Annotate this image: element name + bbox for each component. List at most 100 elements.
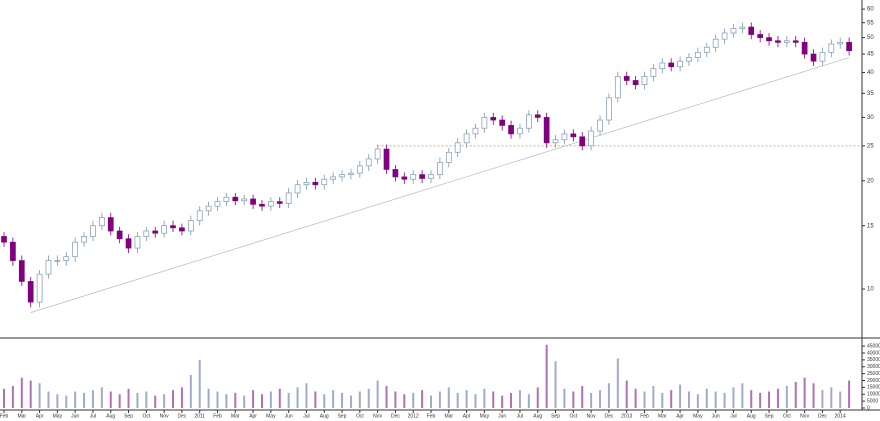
trend-line <box>30 57 850 313</box>
x-tick-label: 2014 <box>835 413 846 419</box>
candle-body <box>588 130 594 147</box>
candle-body <box>276 201 283 204</box>
v-tick-label: 15000 <box>867 385 880 391</box>
volume-bar <box>358 391 361 408</box>
candle-body <box>356 165 363 174</box>
candle-body <box>205 205 212 212</box>
volume-bar <box>812 383 815 408</box>
x-tick-label: Aug <box>320 413 329 419</box>
candle-body <box>214 201 221 207</box>
x-tick-label: Aug <box>533 413 542 419</box>
volume-bar <box>768 391 771 408</box>
v-tick-label: 45000 <box>867 343 880 349</box>
volume-bar <box>56 394 59 408</box>
x-tick-label: Apr <box>676 413 684 419</box>
y-tick-label: 50 <box>867 35 874 41</box>
volume-bar <box>492 391 495 408</box>
volume-bar <box>278 388 281 408</box>
volume-bar <box>180 387 183 408</box>
volume-bar <box>456 392 459 408</box>
volume-bar <box>83 392 86 408</box>
y-tick-label: 45 <box>867 52 874 58</box>
volume-bar <box>661 392 664 408</box>
candle-body <box>721 32 728 40</box>
candle-body <box>552 139 559 144</box>
x-tick-label: Jul <box>90 413 96 419</box>
y-tick-label: 10 <box>867 287 874 293</box>
volume-bar <box>536 387 539 408</box>
candle-body <box>846 42 852 51</box>
x-tick-label: Mar <box>658 413 667 419</box>
volume-bar <box>776 388 779 408</box>
v-tick-label: 10000 <box>867 392 880 398</box>
y-tick-label: 25 <box>867 143 874 149</box>
x-tick-label: Mar <box>17 413 26 419</box>
candle-body <box>517 127 523 135</box>
candle-body <box>152 230 159 234</box>
volume-bar <box>518 390 521 408</box>
candle-body <box>712 38 719 48</box>
volume-bar <box>332 390 335 408</box>
y-tick-label: 30 <box>867 115 874 121</box>
candle-body <box>348 172 354 175</box>
volume-bar <box>581 386 584 408</box>
volume-bar <box>447 387 450 408</box>
x-tick-label: Mar <box>444 413 453 419</box>
candle-body <box>312 181 319 186</box>
candle-body <box>36 273 43 303</box>
candle-body <box>125 238 132 249</box>
candle-body <box>143 230 150 237</box>
volume-bar <box>483 388 486 408</box>
candle-body <box>374 148 381 160</box>
x-tick-label: Mar <box>231 413 240 419</box>
x-tick-label: Aug <box>747 413 756 419</box>
volume-bar <box>510 392 513 408</box>
volume-bar <box>216 391 219 408</box>
x-tick-label: Jun <box>498 413 506 419</box>
candle-body <box>641 76 648 85</box>
volume-bar <box>11 386 14 408</box>
candle-body <box>187 220 194 232</box>
volume-bar <box>652 386 655 408</box>
candle-body <box>223 196 230 202</box>
x-tick-label: Dec <box>818 413 827 419</box>
x-tick-label: Apr <box>36 413 44 419</box>
volume-bar <box>385 386 388 408</box>
volume-bar <box>127 388 130 408</box>
volume-bar <box>145 391 148 408</box>
candle-body <box>792 40 799 43</box>
candle-body <box>819 51 826 62</box>
x-tick-label: Feb <box>213 413 222 419</box>
y-tick-label: 55 <box>867 20 874 26</box>
volume-bar <box>839 391 842 408</box>
v-tick-label: 20000 <box>867 378 880 384</box>
candle-body <box>99 217 105 227</box>
y-tick-label: 40 <box>867 70 874 76</box>
volume-bar <box>29 380 32 408</box>
candle-body <box>650 68 657 77</box>
volume-bar <box>349 395 352 408</box>
candle-body <box>54 260 61 262</box>
volume-bar <box>732 387 735 408</box>
candle-body <box>383 148 390 170</box>
y-tick-label: 35 <box>867 91 874 97</box>
volume-bar <box>260 394 263 408</box>
candle-body <box>18 260 25 282</box>
candle-body <box>10 241 16 261</box>
volume-bar <box>572 391 575 408</box>
x-tick-label: Dec <box>604 413 613 419</box>
x-tick-label: Jun <box>712 413 720 419</box>
volume-bar <box>803 377 806 408</box>
x-tick-label: Dec <box>177 413 186 419</box>
candle-body <box>677 60 683 68</box>
volume-bar <box>563 388 566 408</box>
candle-body <box>463 133 470 144</box>
candle-body <box>570 133 577 138</box>
candle-body <box>401 176 408 180</box>
volume-bar <box>225 394 228 408</box>
x-tick-label: Jul <box>303 413 309 419</box>
volume-bar <box>243 395 246 408</box>
candle-body <box>623 76 630 81</box>
x-tick-label: Oct <box>356 413 364 419</box>
v-tick-label: 0 <box>867 405 870 411</box>
